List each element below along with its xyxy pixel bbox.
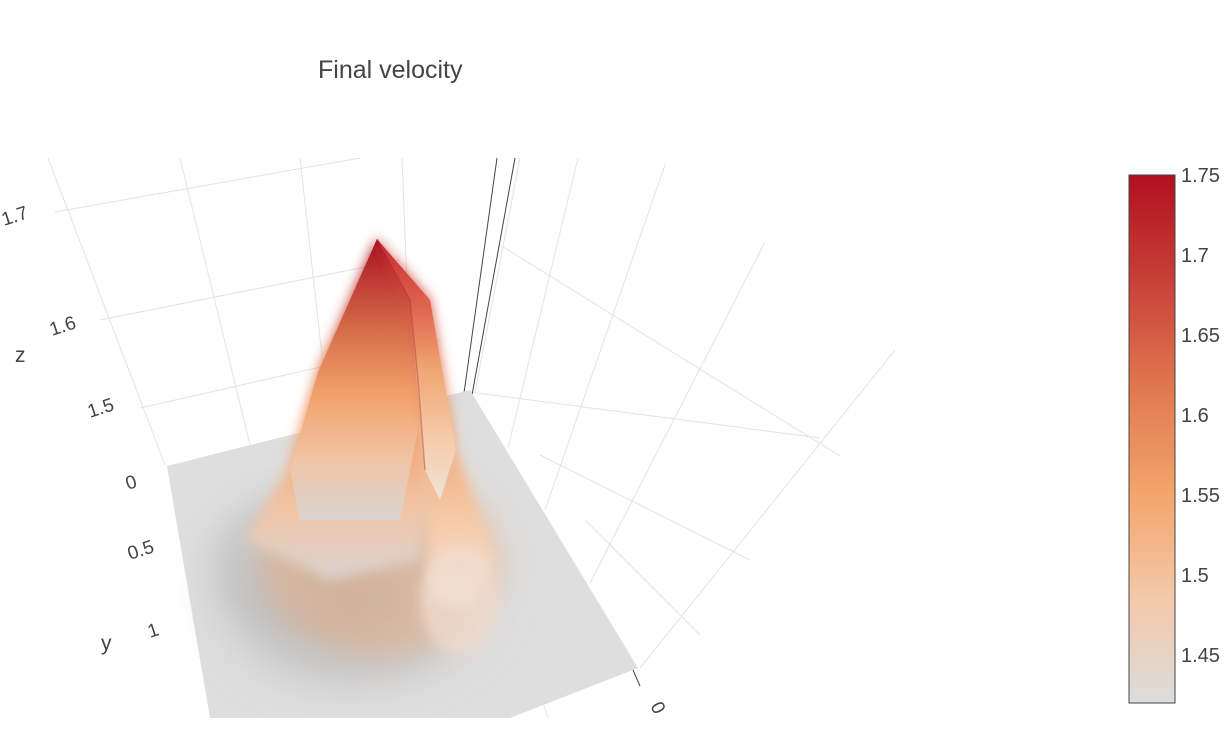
z-tick-label: 1.5 (85, 395, 117, 423)
x-axis: 0 (646, 698, 670, 717)
colorbar-tick-label: 1.65 (1181, 325, 1220, 347)
colorbar-ticks: 1.45 1.5 1.55 1.6 1.65 1.7 1.75 (1181, 165, 1220, 667)
grid-lines (47, 158, 896, 718)
y-tick-label: 0.5 (125, 537, 157, 565)
colorbar-tick-label: 1.75 (1181, 165, 1220, 187)
scene (47, 158, 896, 718)
y-tick-label: 0 (123, 472, 140, 495)
colorbar-gradient (1128, 174, 1176, 704)
z-axis: 1.5 1.6 1.7 z (0, 203, 117, 423)
z-tick-label: 1.6 (47, 313, 79, 341)
surface-peak-right-sharp (377, 239, 456, 500)
colorbar-tick-label: 1.45 (1181, 645, 1220, 667)
colorbar-tick-label: 1.55 (1181, 485, 1220, 507)
colorbar-tick-label: 1.6 (1181, 405, 1209, 427)
y-axis: 0 0.5 1 y (101, 472, 162, 655)
z-tick-label: 1.7 (0, 203, 31, 231)
chart-title: Final velocity (318, 56, 463, 84)
axis-lines (463, 158, 641, 687)
z-axis-label: z (15, 344, 26, 367)
colorbar: 1.45 1.5 1.55 1.6 1.65 1.7 1.75 (1128, 165, 1220, 704)
x-tick-label: 0 (646, 698, 670, 717)
y-tick-label: 1 (145, 620, 162, 643)
colorbar-tick-label: 1.5 (1181, 565, 1209, 587)
surface-peak-left-sharp (290, 239, 420, 520)
surface-ridge (376, 238, 426, 471)
y-axis-label: y (101, 632, 112, 655)
surface-lobe (420, 545, 500, 655)
colorbar-tick-label: 1.7 (1181, 245, 1209, 267)
